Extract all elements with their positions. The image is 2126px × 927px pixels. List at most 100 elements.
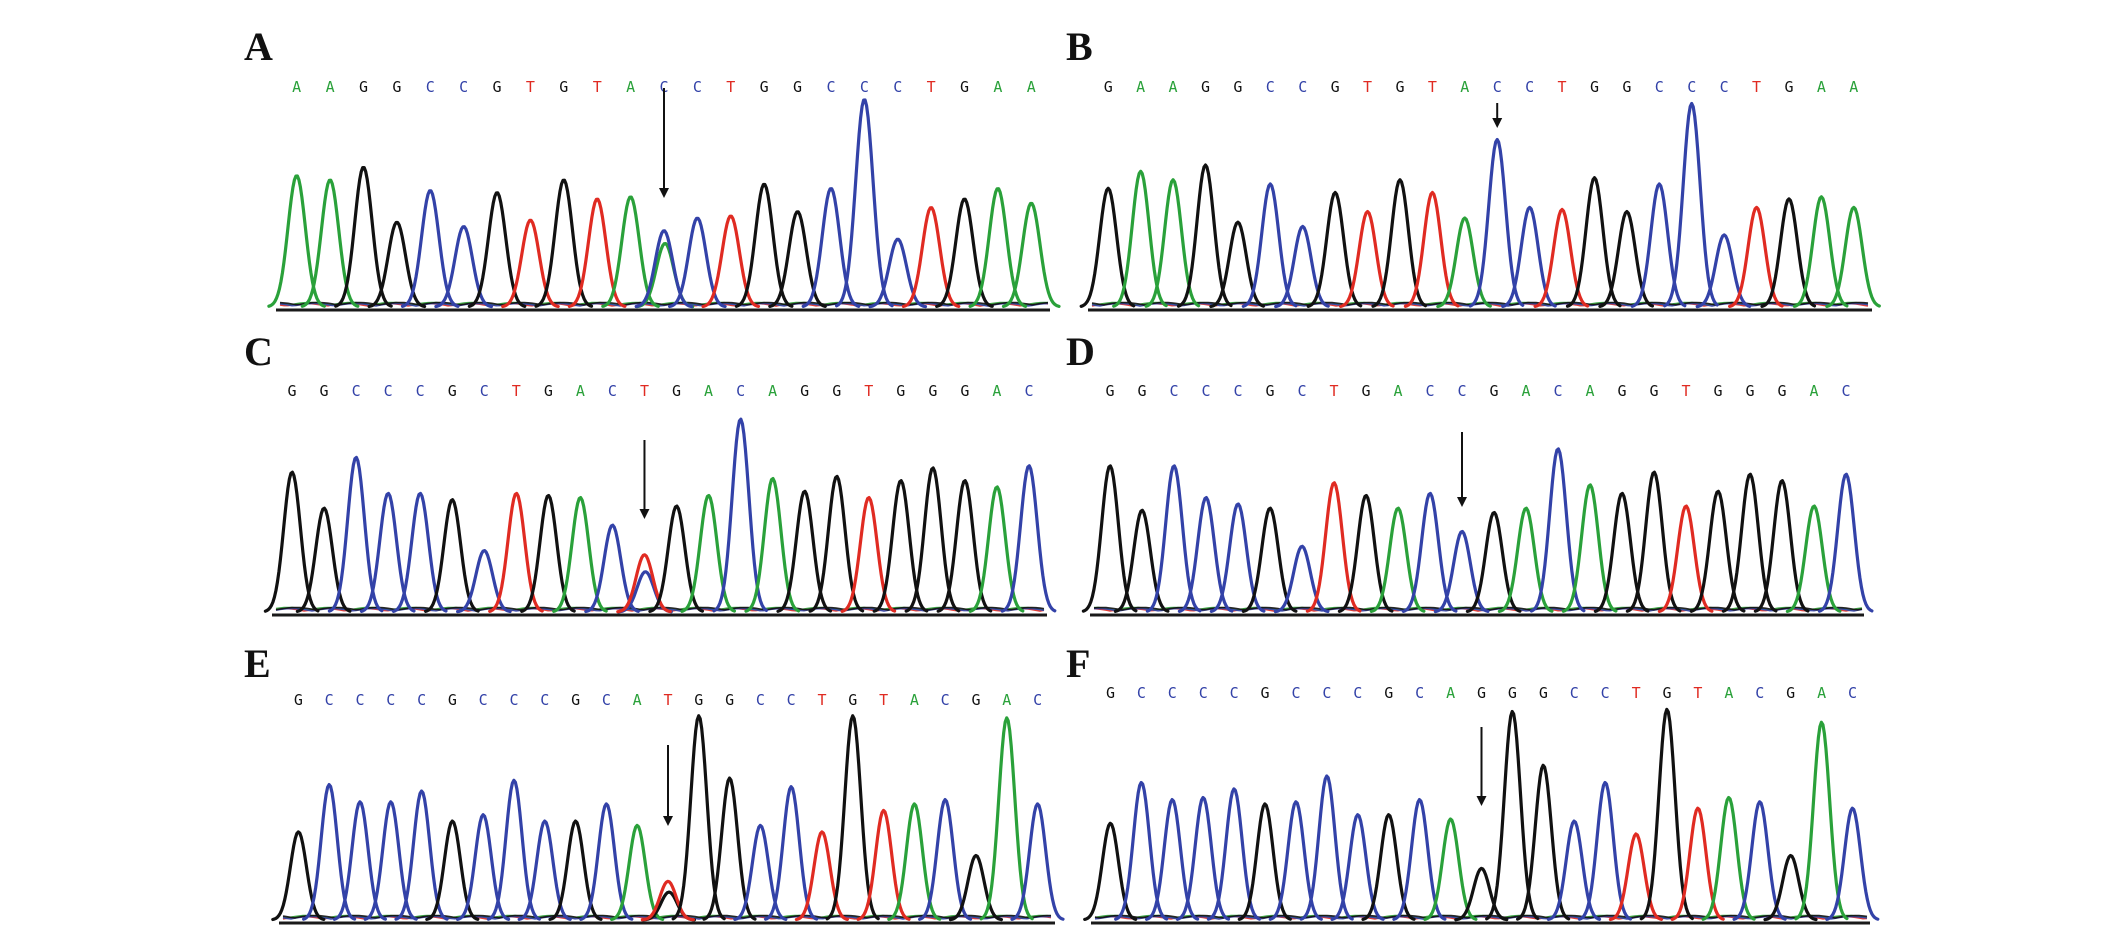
panel-label: B	[1066, 24, 1093, 69]
peak-guanine	[1237, 802, 1292, 921]
base-call-guanine: G	[544, 382, 553, 400]
peak-adenine	[887, 802, 942, 921]
peak-adenine	[1144, 178, 1201, 308]
peak-cytosine	[1630, 182, 1687, 308]
peak-guanine	[367, 220, 427, 309]
base-call-adenine: A	[910, 691, 919, 709]
base-call-guanine: G	[1137, 382, 1146, 400]
base-call-guanine: G	[1477, 684, 1486, 702]
peak-cytosine	[1825, 806, 1880, 921]
base-call-cytosine: C	[325, 691, 334, 709]
base-call-guanine: G	[1777, 382, 1786, 400]
base-call-cytosine: C	[480, 382, 489, 400]
base-call-guanine: G	[832, 382, 841, 400]
base-call-cytosine: C	[355, 691, 364, 709]
peak-cytosine	[1000, 464, 1057, 613]
base-call-adenine: A	[1809, 382, 1818, 400]
peak-cytosine	[634, 229, 694, 309]
peak-adenine	[744, 477, 801, 613]
panel-e: E G C C C C G C C C G C A T G G C C T G T A C G A C	[244, 641, 1065, 925]
peak-thymine	[567, 197, 627, 308]
base-call-guanine: G	[1233, 78, 1242, 96]
base-call-guanine: G	[760, 78, 769, 96]
base-call-thymine: T	[1693, 684, 1702, 702]
base-call-thymine: T	[1558, 78, 1567, 96]
base-call-cytosine: C	[509, 691, 518, 709]
base-call-guanine: G	[1649, 382, 1658, 400]
base-call-cytosine: C	[540, 691, 549, 709]
peak-thymine	[901, 206, 961, 308]
base-call-cytosine: C	[941, 691, 950, 709]
peak-adenine	[267, 174, 326, 308]
base-call-guanine: G	[448, 382, 457, 400]
base-call-guanine: G	[493, 78, 502, 96]
variant-arrow	[659, 88, 669, 198]
peak-guanine	[1083, 821, 1138, 921]
base-call-thymine: T	[526, 78, 535, 96]
peak-guanine	[768, 210, 827, 308]
peak-cytosine	[1010, 802, 1065, 921]
peak-guanine	[904, 466, 961, 613]
panel-b: BG A A G G C C G T G T A C C T G G C C C T G A A	[1066, 24, 1881, 312]
panel-d: DG G C C C G C T G A C C G A C A G G T G G G A C	[1066, 329, 1874, 617]
base-call-cytosine: C	[787, 691, 796, 709]
arrow-head-icon	[659, 188, 669, 198]
background-noise-guanine	[1091, 301, 1869, 306]
base-call-cytosine: C	[1266, 78, 1275, 96]
peak-cytosine	[668, 216, 727, 309]
peak-guanine	[548, 819, 603, 921]
arrow-head-icon	[1492, 118, 1503, 128]
peak-thymine	[856, 808, 911, 921]
peak-adenine	[1369, 506, 1426, 613]
peak-cytosine	[391, 491, 448, 613]
peak-cytosine	[359, 491, 416, 613]
panel-f: FG C C C C G C C C G C A G G G C C T G T A C G A C	[1066, 641, 1880, 925]
panel-c: CG G C C C G C T G A C T G A C A G G T G G G A C	[244, 329, 1057, 617]
peak-guanine	[295, 506, 352, 613]
base-call-guanine: G	[559, 78, 568, 96]
peak-guanine	[935, 197, 994, 308]
base-call-guanine: G	[694, 691, 703, 709]
peak-cytosine	[1268, 800, 1323, 921]
base-call-guanine: G	[960, 382, 969, 400]
base-call-cytosine: C	[1137, 684, 1146, 702]
panel-label: E	[244, 641, 271, 686]
peak-guanine	[1763, 853, 1818, 922]
base-call-cytosine: C	[1601, 684, 1610, 702]
base-call-guanine: G	[1489, 382, 1498, 400]
base-call-adenine: A	[1169, 78, 1178, 96]
peak-guanine	[534, 178, 594, 308]
base-call-adenine: A	[1817, 684, 1826, 702]
base-call-guanine: G	[1784, 78, 1793, 96]
base-call-guanine: G	[896, 382, 905, 400]
base-call-cytosine: C	[1525, 78, 1534, 96]
base-call-cytosine: C	[1291, 684, 1300, 702]
base-call-thymine: T	[1428, 78, 1437, 96]
arrow-head-icon	[639, 509, 650, 519]
base-call-cytosine: C	[1199, 684, 1208, 702]
base-call-cytosine: C	[1848, 684, 1857, 702]
base-call-thymine: T	[927, 78, 936, 96]
peak-cytosine	[835, 98, 894, 308]
base-call-cytosine: C	[860, 78, 869, 96]
base-call-adenine: A	[992, 382, 1001, 400]
base-call-adenine: A	[1027, 78, 1036, 96]
base-call-adenine: A	[1446, 684, 1455, 702]
peak-cytosine	[801, 187, 861, 308]
peak-cytosine	[1274, 224, 1330, 309]
peak-cytosine	[1546, 819, 1602, 921]
base-call-thymine: T	[512, 382, 521, 400]
variant-arrow	[1457, 432, 1467, 507]
peak-adenine	[1436, 216, 1492, 309]
base-call-guanine: G	[392, 78, 401, 96]
peak-thymine	[640, 879, 695, 922]
base-call-cytosine: C	[384, 382, 393, 400]
base-call-cytosine: C	[1033, 691, 1042, 709]
peak-thymine	[488, 491, 544, 613]
base-call-thymine: T	[879, 691, 888, 709]
